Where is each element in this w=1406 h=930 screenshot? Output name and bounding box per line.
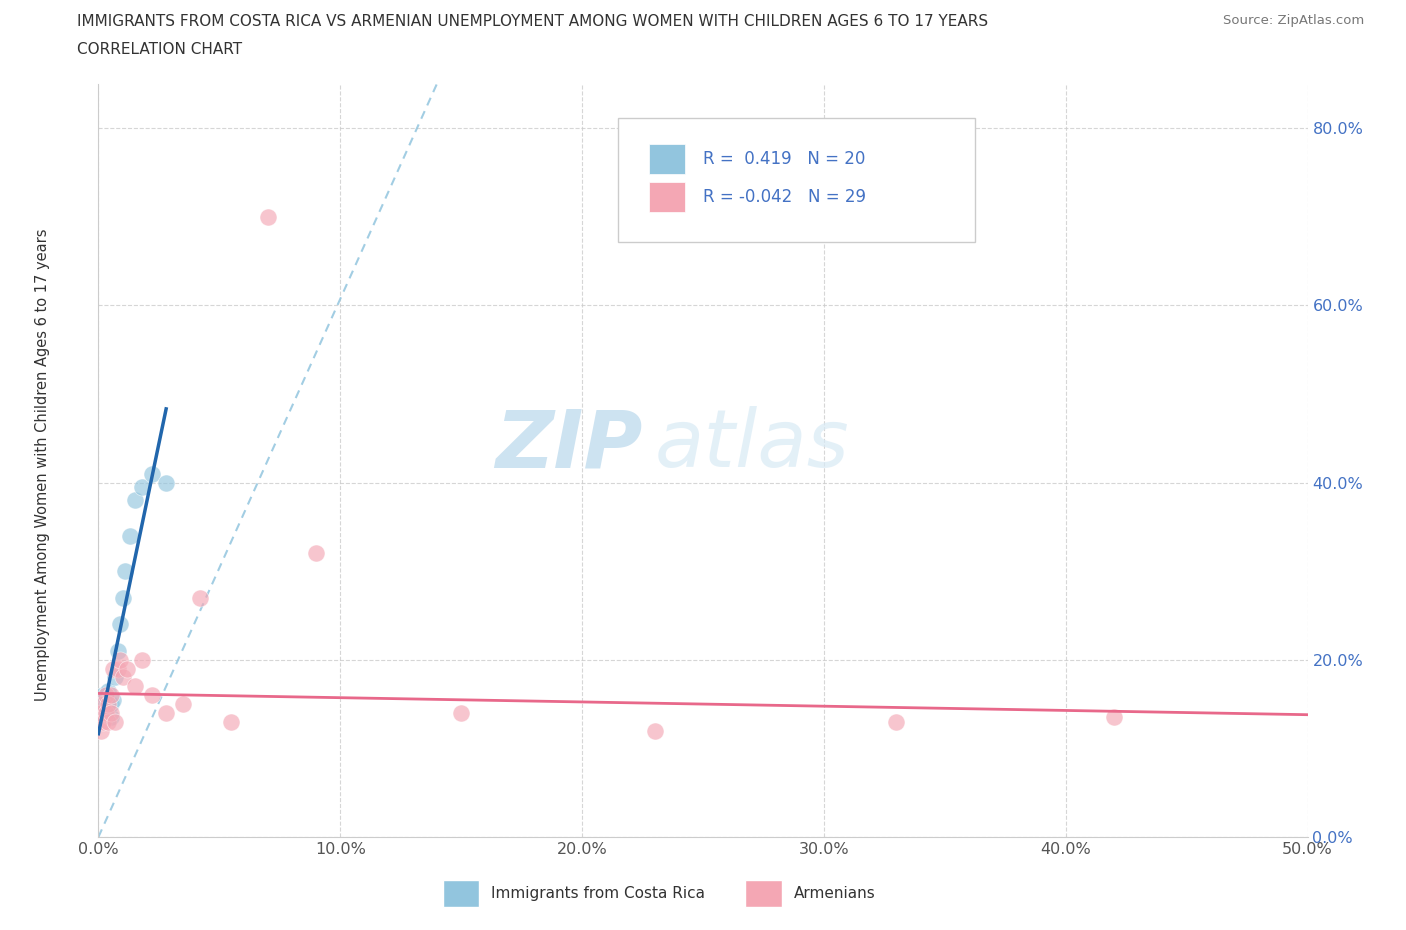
Point bbox=[155, 706, 177, 721]
FancyBboxPatch shape bbox=[619, 117, 976, 242]
Bar bbox=[648, 181, 685, 212]
Point bbox=[141, 466, 163, 481]
Point bbox=[97, 714, 120, 729]
Point bbox=[94, 701, 117, 716]
Point bbox=[94, 697, 117, 711]
Text: atlas: atlas bbox=[655, 406, 849, 485]
Point bbox=[91, 714, 114, 729]
Point bbox=[141, 688, 163, 703]
Text: Unemployment Among Women with Children Ages 6 to 17 years: Unemployment Among Women with Children A… bbox=[35, 229, 49, 701]
Bar bbox=[443, 880, 479, 907]
Text: R =  0.419   N = 20: R = 0.419 N = 20 bbox=[703, 150, 865, 168]
Point bbox=[90, 706, 112, 721]
Point bbox=[131, 480, 153, 495]
Text: Armenians: Armenians bbox=[793, 886, 876, 901]
Point bbox=[94, 688, 117, 703]
Point bbox=[124, 679, 146, 694]
Text: CORRELATION CHART: CORRELATION CHART bbox=[77, 42, 242, 57]
Point bbox=[104, 714, 127, 729]
Point bbox=[100, 706, 122, 721]
Point bbox=[131, 652, 153, 667]
Point bbox=[100, 688, 122, 703]
Point bbox=[100, 710, 122, 724]
Bar bbox=[745, 880, 782, 907]
Point bbox=[97, 697, 120, 711]
Bar bbox=[648, 144, 685, 174]
Text: R = -0.042   N = 29: R = -0.042 N = 29 bbox=[703, 188, 866, 206]
Point bbox=[91, 692, 114, 707]
Point bbox=[104, 670, 127, 684]
Point bbox=[97, 684, 120, 698]
Point bbox=[94, 706, 117, 721]
Point bbox=[124, 493, 146, 508]
Point bbox=[450, 706, 472, 721]
Point bbox=[107, 661, 129, 676]
Point bbox=[90, 706, 112, 721]
Text: Source: ZipAtlas.com: Source: ZipAtlas.com bbox=[1223, 14, 1364, 27]
Point bbox=[118, 528, 141, 543]
Point bbox=[108, 617, 131, 631]
Point bbox=[90, 724, 112, 738]
Point bbox=[644, 724, 666, 738]
Point bbox=[91, 688, 114, 703]
Point bbox=[188, 591, 211, 605]
Point bbox=[100, 697, 122, 711]
Point bbox=[221, 714, 243, 729]
Point bbox=[101, 692, 124, 707]
Point bbox=[172, 697, 194, 711]
Point bbox=[114, 564, 136, 578]
Text: Immigrants from Costa Rica: Immigrants from Costa Rica bbox=[492, 886, 706, 901]
Point bbox=[97, 692, 120, 707]
Point bbox=[91, 697, 114, 711]
Point bbox=[1102, 710, 1125, 724]
Point bbox=[111, 670, 134, 684]
Point bbox=[108, 652, 131, 667]
Point bbox=[111, 591, 134, 605]
Point bbox=[107, 644, 129, 658]
Point bbox=[886, 714, 908, 729]
Point bbox=[305, 546, 328, 561]
Text: IMMIGRANTS FROM COSTA RICA VS ARMENIAN UNEMPLOYMENT AMONG WOMEN WITH CHILDREN AG: IMMIGRANTS FROM COSTA RICA VS ARMENIAN U… bbox=[77, 14, 988, 29]
Point bbox=[117, 661, 139, 676]
Point bbox=[101, 661, 124, 676]
Point bbox=[155, 475, 177, 490]
Text: ZIP: ZIP bbox=[495, 406, 643, 485]
Point bbox=[256, 209, 278, 224]
